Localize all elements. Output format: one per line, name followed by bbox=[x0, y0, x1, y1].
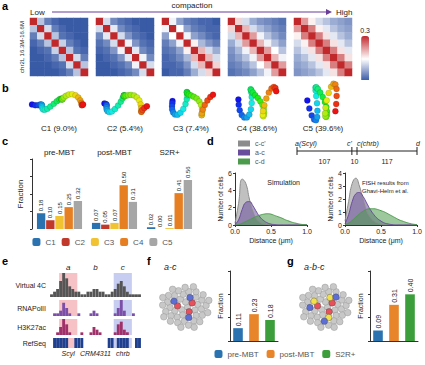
svg-text:c-d: c-d bbox=[255, 158, 265, 165]
svg-text:0.50: 0.50 bbox=[121, 171, 127, 183]
svg-text:c-c': c-c' bbox=[255, 140, 266, 147]
svg-text:Fraction: Fraction bbox=[217, 293, 224, 318]
svg-text:Number of cells: Number of cells bbox=[217, 176, 224, 222]
svg-text:2: 2 bbox=[338, 196, 342, 203]
svg-text:d: d bbox=[207, 135, 214, 147]
svg-text:g: g bbox=[287, 255, 294, 267]
svg-text:0.15: 0.15 bbox=[57, 202, 63, 214]
svg-text:RefSeq: RefSeq bbox=[23, 340, 46, 348]
svg-text:C1 (9.0%): C1 (9.0%) bbox=[41, 124, 77, 133]
svg-text:0.05: 0.05 bbox=[102, 210, 108, 222]
svg-text:a-b-c: a-b-c bbox=[304, 262, 325, 272]
svg-text:a(Scyl): a(Scyl) bbox=[295, 140, 317, 148]
svg-text:a-c: a-c bbox=[164, 262, 177, 272]
svg-text:4: 4 bbox=[228, 187, 232, 194]
svg-text:C2 (5.4%): C2 (5.4%) bbox=[107, 124, 143, 133]
svg-text:b: b bbox=[93, 263, 98, 272]
svg-text:2: 2 bbox=[228, 204, 232, 211]
svg-text:0.09: 0.09 bbox=[375, 315, 382, 329]
svg-text:H3K27ac: H3K27ac bbox=[17, 324, 46, 331]
svg-text:C3 (7.4%): C3 (7.4%) bbox=[173, 124, 209, 133]
svg-text:0: 0 bbox=[338, 221, 342, 229]
svg-text:Fraction: Fraction bbox=[357, 293, 364, 318]
svg-text:C2: C2 bbox=[75, 238, 86, 247]
svg-text:post-MBT: post-MBT bbox=[280, 350, 315, 359]
svg-text:C3: C3 bbox=[104, 238, 115, 247]
svg-text:0.23: 0.23 bbox=[251, 298, 258, 312]
svg-text:1: 1 bbox=[338, 209, 342, 216]
svg-text:C4: C4 bbox=[133, 238, 144, 247]
svg-text:0.31: 0.31 bbox=[391, 289, 398, 303]
svg-text:CRM4311: CRM4311 bbox=[80, 350, 111, 357]
svg-text:107: 107 bbox=[319, 158, 331, 165]
svg-text:FISH results from: FISH results from bbox=[362, 180, 410, 186]
svg-text:0.0: 0.0 bbox=[340, 228, 350, 235]
svg-text:Distance (μm): Distance (μm) bbox=[249, 237, 293, 245]
svg-text:0.5: 0.5 bbox=[376, 228, 386, 235]
svg-text:0.18: 0.18 bbox=[38, 199, 44, 211]
svg-text:High: High bbox=[336, 8, 352, 17]
svg-text:Low: Low bbox=[30, 8, 45, 17]
svg-text:117: 117 bbox=[381, 158, 392, 165]
svg-text:0.07: 0.07 bbox=[93, 209, 99, 221]
svg-text:a: a bbox=[66, 263, 71, 272]
svg-text:Number of cells: Number of cells bbox=[327, 176, 334, 222]
svg-text:S2R+: S2R+ bbox=[335, 350, 356, 359]
svg-text:1.0: 1.0 bbox=[302, 228, 312, 235]
svg-text:0.25: 0.25 bbox=[66, 193, 72, 205]
svg-text:Simulation: Simulation bbox=[267, 179, 300, 186]
svg-text:c': c' bbox=[347, 140, 353, 147]
svg-text:0.10: 0.10 bbox=[47, 206, 53, 218]
svg-text:Distance (μm): Distance (μm) bbox=[359, 237, 403, 245]
svg-text:pre-MBT: pre-MBT bbox=[44, 148, 75, 157]
svg-text:c: c bbox=[2, 135, 8, 147]
svg-text:1.0: 1.0 bbox=[412, 228, 422, 235]
svg-text:3: 3 bbox=[338, 183, 342, 190]
svg-text:0.11: 0.11 bbox=[235, 313, 242, 326]
svg-text:c(chrb): c(chrb) bbox=[357, 140, 379, 148]
svg-text:b: b bbox=[2, 82, 9, 94]
svg-text:S2R+: S2R+ bbox=[159, 148, 180, 157]
svg-text:4: 4 bbox=[338, 170, 342, 177]
svg-text:0.31: 0.31 bbox=[130, 188, 136, 200]
svg-text:0.56: 0.56 bbox=[185, 166, 191, 178]
svg-text:0.32: 0.32 bbox=[75, 187, 81, 199]
svg-text:C1: C1 bbox=[45, 238, 56, 247]
svg-text:0.3: 0.3 bbox=[360, 27, 370, 34]
svg-text:0.40: 0.40 bbox=[407, 279, 414, 293]
svg-text:Scyl: Scyl bbox=[62, 350, 76, 358]
svg-text:0.5: 0.5 bbox=[266, 228, 276, 235]
svg-text:e: e bbox=[2, 255, 8, 267]
svg-text:C5 (39.6%): C5 (39.6%) bbox=[303, 124, 344, 133]
svg-text:0.07: 0.07 bbox=[112, 209, 118, 221]
svg-text:a: a bbox=[2, 0, 9, 12]
svg-text:C4 (38.6%): C4 (38.6%) bbox=[237, 124, 278, 133]
svg-text:10: 10 bbox=[351, 158, 359, 165]
svg-text:d: d bbox=[416, 140, 421, 147]
svg-text:RNAPolII: RNAPolII bbox=[17, 305, 46, 312]
svg-text:0: 0 bbox=[228, 221, 232, 229]
svg-text:Ghavi-Helm et al.: Ghavi-Helm et al. bbox=[362, 188, 409, 194]
svg-text:6: 6 bbox=[228, 170, 232, 177]
svg-text:f: f bbox=[147, 255, 151, 267]
svg-text:C5: C5 bbox=[162, 238, 173, 247]
svg-text:Virtual 4C: Virtual 4C bbox=[15, 282, 46, 289]
svg-text:post-MBT: post-MBT bbox=[97, 148, 132, 157]
svg-text:compaction: compaction bbox=[172, 1, 213, 10]
svg-text:chrb: chrb bbox=[116, 350, 130, 357]
svg-text:0.02: 0.02 bbox=[148, 213, 154, 225]
svg-text:Fraction: Fraction bbox=[16, 180, 25, 209]
svg-text:0.00: 0.00 bbox=[157, 215, 163, 227]
svg-text:c: c bbox=[121, 263, 125, 272]
svg-text:0.01: 0.01 bbox=[167, 214, 173, 226]
svg-text:pre-MBT: pre-MBT bbox=[227, 350, 258, 359]
svg-text:a-c: a-c bbox=[255, 149, 265, 156]
svg-text:chr2L 16.3M-16.6M: chr2L 16.3M-16.6M bbox=[19, 21, 25, 73]
svg-text:0.0: 0.0 bbox=[230, 228, 240, 235]
svg-text:0.18: 0.18 bbox=[267, 304, 274, 318]
svg-text:0.41: 0.41 bbox=[176, 179, 182, 191]
